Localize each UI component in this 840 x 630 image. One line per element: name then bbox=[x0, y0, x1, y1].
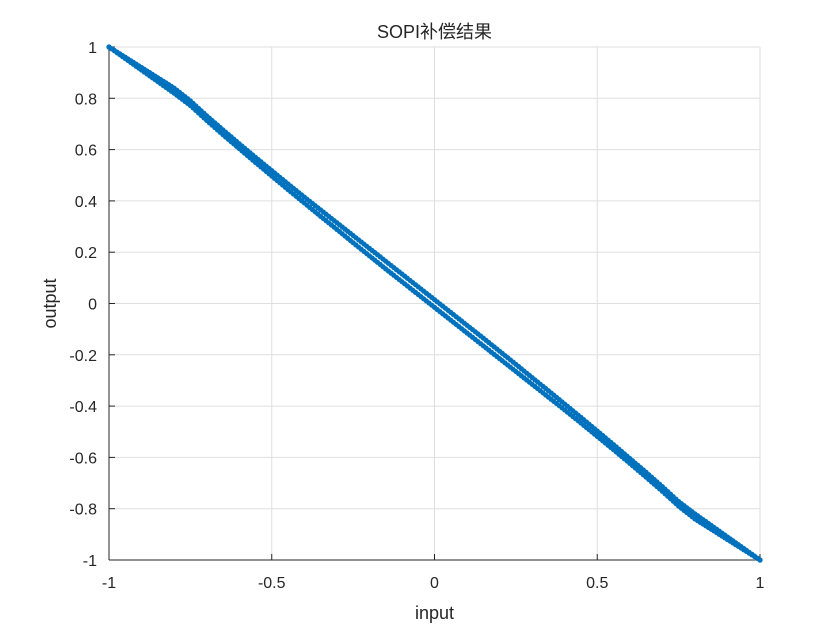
y-axis-label: output bbox=[40, 278, 60, 328]
x-tick-label: -1 bbox=[102, 575, 116, 592]
x-tick-label: 0.5 bbox=[586, 575, 608, 592]
y-tick-label: 1 bbox=[88, 40, 97, 57]
chart-title: SOPI补偿结果 bbox=[377, 22, 492, 42]
ticks: -1 -0.5 0 0.5 1 -1 -0.8 -0.6 -0.4 -0.2 0 0.2 0.4 0.6 0… bbox=[69, 40, 764, 592]
data-points bbox=[106, 44, 763, 563]
y-tick-label: 0.4 bbox=[75, 194, 97, 211]
y-tick-label: -0.2 bbox=[69, 348, 97, 365]
y-tick-label: 0.2 bbox=[75, 245, 97, 262]
data-point bbox=[757, 557, 763, 563]
x-tick-label: -0.5 bbox=[258, 575, 286, 592]
y-tick-label: -1 bbox=[83, 553, 97, 570]
x-tick-label: 0 bbox=[430, 575, 439, 592]
y-tick-label: -0.4 bbox=[69, 399, 97, 416]
y-tick-label: -0.8 bbox=[69, 502, 97, 519]
x-tick-label: 1 bbox=[756, 575, 765, 592]
y-tick-label: 0.8 bbox=[75, 91, 97, 108]
y-tick-label: 0.6 bbox=[75, 143, 97, 160]
y-tick-label: 0 bbox=[88, 297, 97, 314]
x-axis-label: input bbox=[415, 603, 454, 623]
y-tick-label: -0.6 bbox=[69, 450, 97, 467]
